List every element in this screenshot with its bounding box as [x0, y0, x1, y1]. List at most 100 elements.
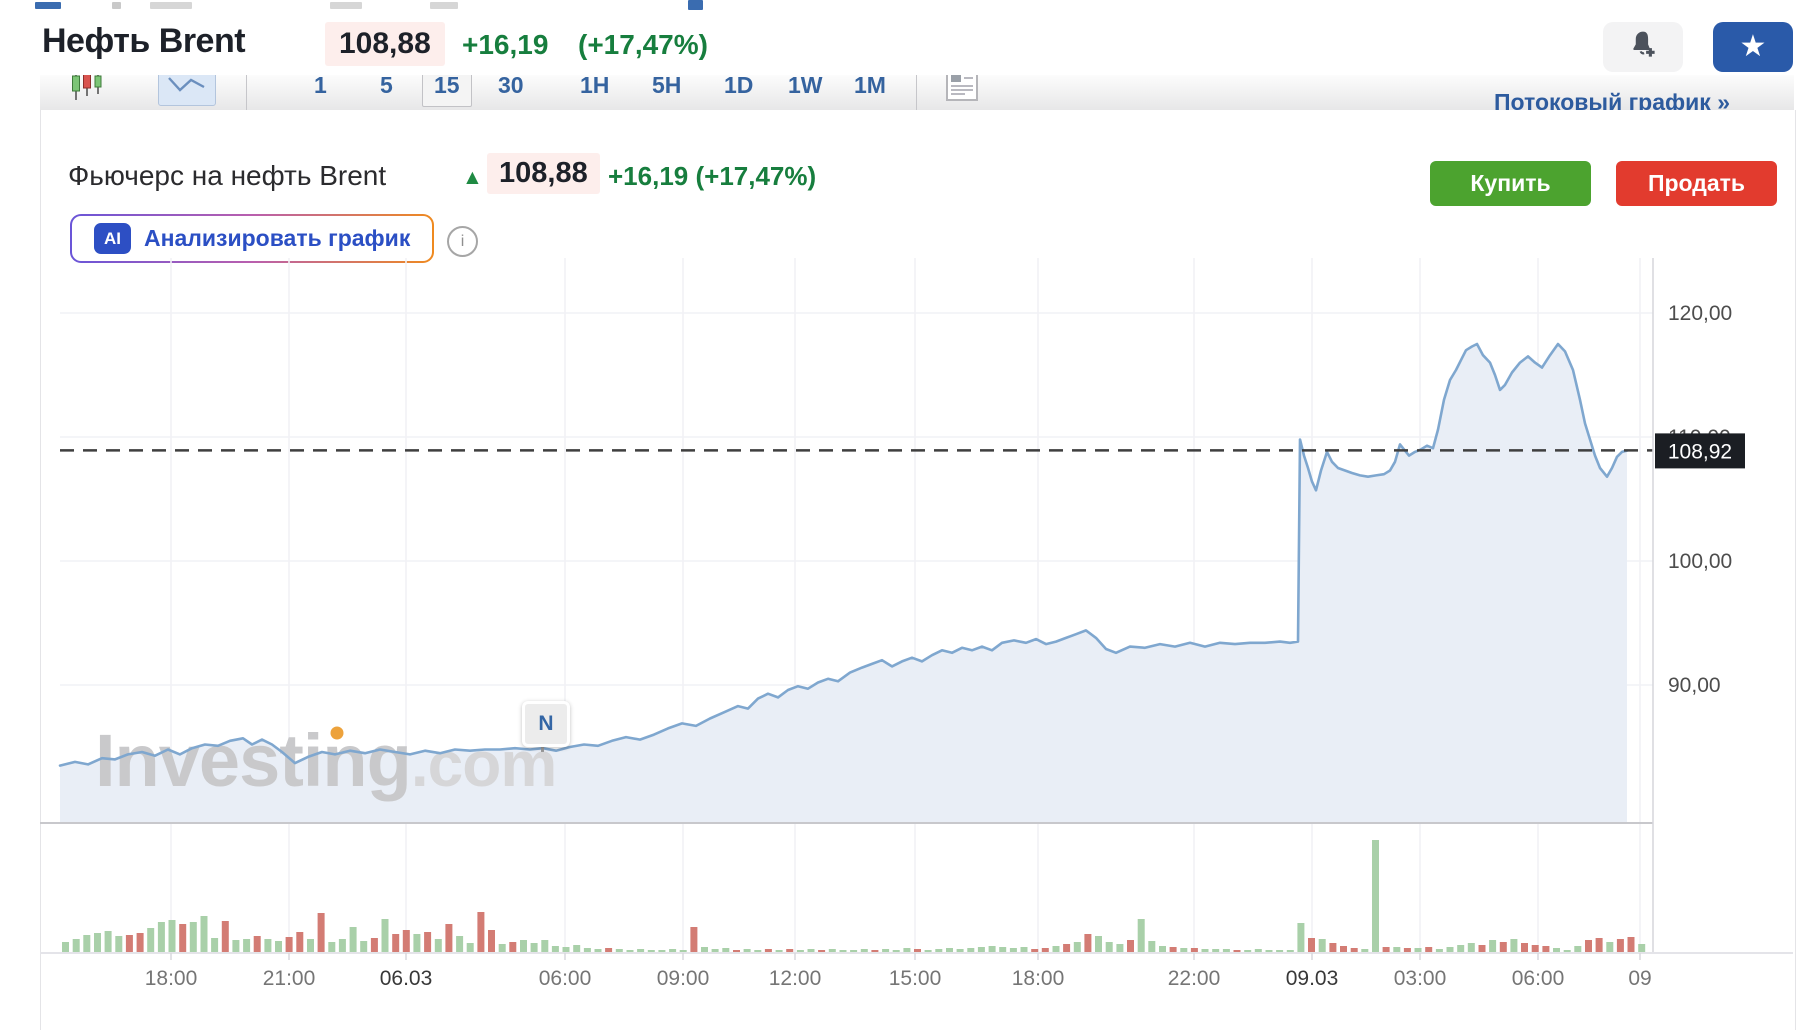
volume-bar: [1169, 947, 1177, 952]
current-price-badge: [1655, 433, 1745, 469]
timeframe-1[interactable]: 1: [314, 75, 327, 98]
chart-toolbar: 1 5 15 30 1H 5H 1D 1W 1M Потоковый: [40, 75, 1794, 111]
volume-bar: [253, 936, 261, 952]
volume-bar: [1595, 938, 1603, 952]
volume-bar: [530, 943, 538, 952]
volume-bar: [1361, 949, 1369, 952]
volume-bar: [72, 939, 80, 952]
timeframe-30[interactable]: 30: [498, 75, 524, 98]
news-marker[interactable]: N: [522, 701, 570, 747]
volume-bar: [658, 950, 666, 952]
volume-bar: [1095, 936, 1102, 952]
toolbar-separator: [916, 75, 917, 110]
streaming-chart-link[interactable]: Потоковый график »: [1494, 89, 1730, 110]
volume-bar: [828, 949, 836, 952]
volume-bar: [1244, 950, 1252, 952]
volume-bar: [1574, 946, 1582, 952]
volume-bar: [1318, 939, 1326, 952]
news-on-chart-button[interactable]: [946, 75, 978, 110]
header-price: 108,88: [325, 22, 445, 66]
volume-bar: [775, 950, 783, 952]
volume-bar: [850, 950, 858, 952]
ai-analyze-chart-button[interactable]: AI Анализировать график: [70, 214, 435, 263]
volume-bar: [1638, 944, 1646, 952]
x-axis-time-label: 06:00: [539, 967, 592, 990]
volume-bar: [221, 921, 229, 952]
volume-bar: [839, 950, 847, 952]
volume-bar: [1020, 947, 1028, 952]
volume-bar: [999, 947, 1007, 952]
volume-bar: [1350, 948, 1358, 952]
volume-bar: [1606, 942, 1614, 952]
news-icon: [946, 75, 978, 106]
volume-bar: [871, 950, 879, 952]
timeframe-5H[interactable]: 5H: [652, 75, 682, 98]
volume-bar: [892, 950, 900, 952]
volume-bar: [1446, 947, 1454, 952]
timeframe-1D[interactable]: 1D: [724, 75, 754, 98]
add-to-watchlist-button[interactable]: ★: [1713, 22, 1793, 72]
volume-bar: [275, 941, 282, 952]
volume-bar: [988, 946, 996, 952]
volume-bar: [1052, 946, 1060, 952]
volume-bar: [1531, 945, 1539, 952]
volume-bar: [977, 947, 985, 952]
price-area-fill: [60, 344, 1627, 823]
volume-bar: [733, 950, 740, 952]
volume-bar: [637, 949, 645, 952]
candlestick-chart-button[interactable]: [68, 75, 108, 110]
x-axis-time-label: 18:00: [1012, 967, 1065, 990]
volume-bar: [1542, 946, 1550, 952]
volume-bar: [1159, 946, 1166, 952]
timeframe-5[interactable]: 5: [380, 75, 393, 98]
volume-bar: [903, 948, 911, 952]
create-alert-button[interactable]: [1603, 22, 1683, 72]
volume-bar: [115, 936, 123, 952]
chart-change: +16,19 (+17,47%): [608, 161, 817, 191]
volume-bar: [83, 935, 91, 952]
volume-bar: [679, 950, 687, 952]
volume-bar: [307, 939, 314, 952]
volume-bar: [1073, 942, 1081, 952]
volume-bar: [1137, 919, 1145, 952]
timeframe-1H[interactable]: 1H: [580, 75, 610, 98]
volume-bar: [1201, 949, 1209, 952]
volume-bar: [786, 949, 794, 952]
star-icon: ★: [1739, 30, 1767, 63]
area-chart-button[interactable]: [158, 75, 216, 110]
volume-bar: [1308, 938, 1315, 952]
volume-bar: [62, 942, 69, 952]
volume-bar: [1212, 949, 1220, 952]
volume-bar: [1105, 942, 1113, 952]
volume-bar: [1372, 840, 1379, 952]
volume-bar: [370, 938, 378, 952]
volume-bar: [967, 948, 975, 952]
x-axis-time-label: 12:00: [769, 967, 822, 990]
buy-button[interactable]: Купить: [1430, 161, 1591, 206]
volume-bar: [1382, 947, 1390, 952]
volume-bar: [562, 947, 570, 952]
volume-bar: [179, 924, 187, 952]
timeframe-15-selected[interactable]: 15: [422, 75, 472, 110]
x-axis-date-label: 09.03: [1286, 967, 1339, 990]
volume-bar: [1233, 950, 1241, 952]
volume-bar: [583, 948, 591, 952]
timeframe-1M[interactable]: 1M: [854, 75, 886, 98]
volume-bar: [360, 941, 368, 952]
volume-bar: [1457, 945, 1465, 952]
info-icon[interactable]: i: [447, 226, 478, 257]
timeframe-1W[interactable]: 1W: [788, 75, 823, 98]
volume-bar: [157, 922, 165, 952]
volume-bar: [1553, 948, 1560, 952]
volume-bar: [168, 920, 176, 952]
investing-watermark: Investing.com: [95, 719, 556, 802]
volume-bar: [701, 947, 708, 952]
volume-bar: [551, 946, 559, 952]
ai-analyze-label: Анализировать график: [144, 225, 411, 251]
bell-plus-icon: [1626, 28, 1660, 67]
sell-button[interactable]: Продать: [1616, 161, 1777, 206]
volume-bar: [807, 949, 815, 952]
volume-bar: [1041, 948, 1049, 952]
volume-bar: [1425, 947, 1433, 952]
